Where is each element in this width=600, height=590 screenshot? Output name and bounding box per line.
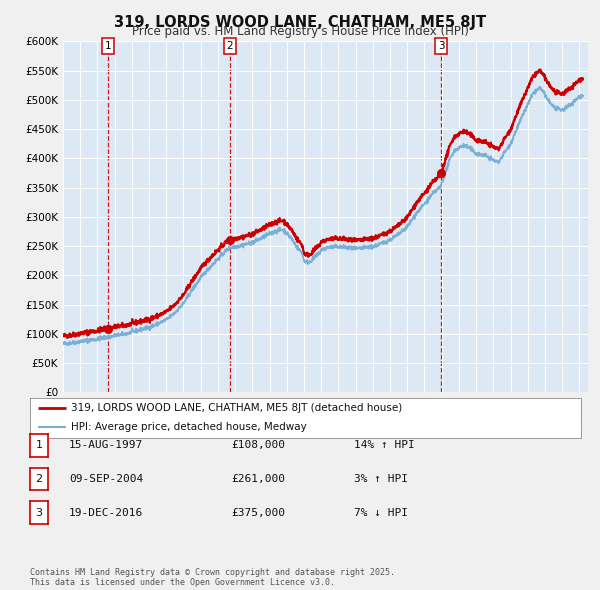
Text: 3: 3 [35,508,43,517]
Text: 2: 2 [35,474,43,484]
Text: Price paid vs. HM Land Registry's House Price Index (HPI): Price paid vs. HM Land Registry's House … [131,25,469,38]
Text: 09-SEP-2004: 09-SEP-2004 [69,474,143,484]
Text: £375,000: £375,000 [231,508,285,517]
Text: 319, LORDS WOOD LANE, CHATHAM, ME5 8JT: 319, LORDS WOOD LANE, CHATHAM, ME5 8JT [114,15,486,30]
Text: 15-AUG-1997: 15-AUG-1997 [69,441,143,450]
Text: Contains HM Land Registry data © Crown copyright and database right 2025.
This d: Contains HM Land Registry data © Crown c… [30,568,395,587]
Text: 319, LORDS WOOD LANE, CHATHAM, ME5 8JT (detached house): 319, LORDS WOOD LANE, CHATHAM, ME5 8JT (… [71,404,403,414]
Text: 2: 2 [226,41,233,51]
Text: £261,000: £261,000 [231,474,285,484]
Text: 14% ↑ HPI: 14% ↑ HPI [354,441,415,450]
Text: 3: 3 [438,41,445,51]
Text: 1: 1 [35,441,43,450]
Text: HPI: Average price, detached house, Medway: HPI: Average price, detached house, Medw… [71,422,307,432]
Text: £108,000: £108,000 [231,441,285,450]
Text: 19-DEC-2016: 19-DEC-2016 [69,508,143,517]
Text: 3% ↑ HPI: 3% ↑ HPI [354,474,408,484]
Text: 1: 1 [105,41,112,51]
Text: 7% ↓ HPI: 7% ↓ HPI [354,508,408,517]
